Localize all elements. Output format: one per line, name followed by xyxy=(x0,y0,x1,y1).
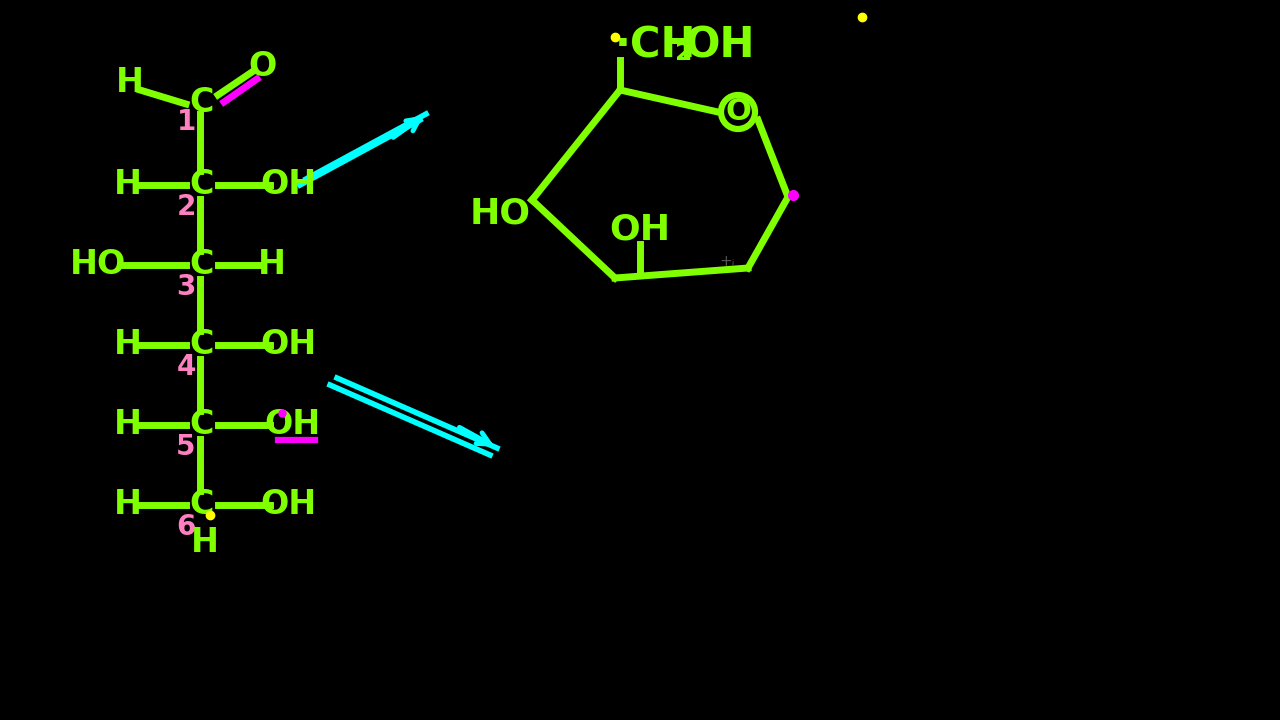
Text: 5: 5 xyxy=(177,433,196,461)
Text: C: C xyxy=(189,248,214,282)
Text: H: H xyxy=(116,66,143,99)
Text: HO: HO xyxy=(470,196,531,230)
Text: C: C xyxy=(189,86,214,120)
Text: OH: OH xyxy=(264,408,320,441)
Text: +ᵢ: +ᵢ xyxy=(719,254,735,269)
Text: O: O xyxy=(248,50,278,84)
Text: 2: 2 xyxy=(675,41,692,65)
Text: 1: 1 xyxy=(177,108,196,136)
Text: C: C xyxy=(189,408,214,441)
Text: ·CH: ·CH xyxy=(614,24,696,66)
Text: OH: OH xyxy=(260,168,316,202)
Text: 3: 3 xyxy=(177,273,196,301)
Text: 6: 6 xyxy=(177,513,196,541)
Text: OH: OH xyxy=(260,328,316,361)
Text: H: H xyxy=(191,526,219,559)
Text: 2: 2 xyxy=(177,193,196,221)
Text: C: C xyxy=(189,168,214,202)
Text: C: C xyxy=(189,328,214,361)
Text: OH: OH xyxy=(685,24,755,66)
Text: OH: OH xyxy=(260,488,316,521)
Text: OH: OH xyxy=(609,213,671,247)
Text: HO: HO xyxy=(70,248,127,282)
Text: H: H xyxy=(114,488,142,521)
Text: H: H xyxy=(114,328,142,361)
Text: H: H xyxy=(114,168,142,202)
Text: 4: 4 xyxy=(177,353,196,381)
Text: C: C xyxy=(189,488,214,521)
Text: O: O xyxy=(724,97,751,127)
Text: H: H xyxy=(259,248,285,282)
Text: H: H xyxy=(114,408,142,441)
